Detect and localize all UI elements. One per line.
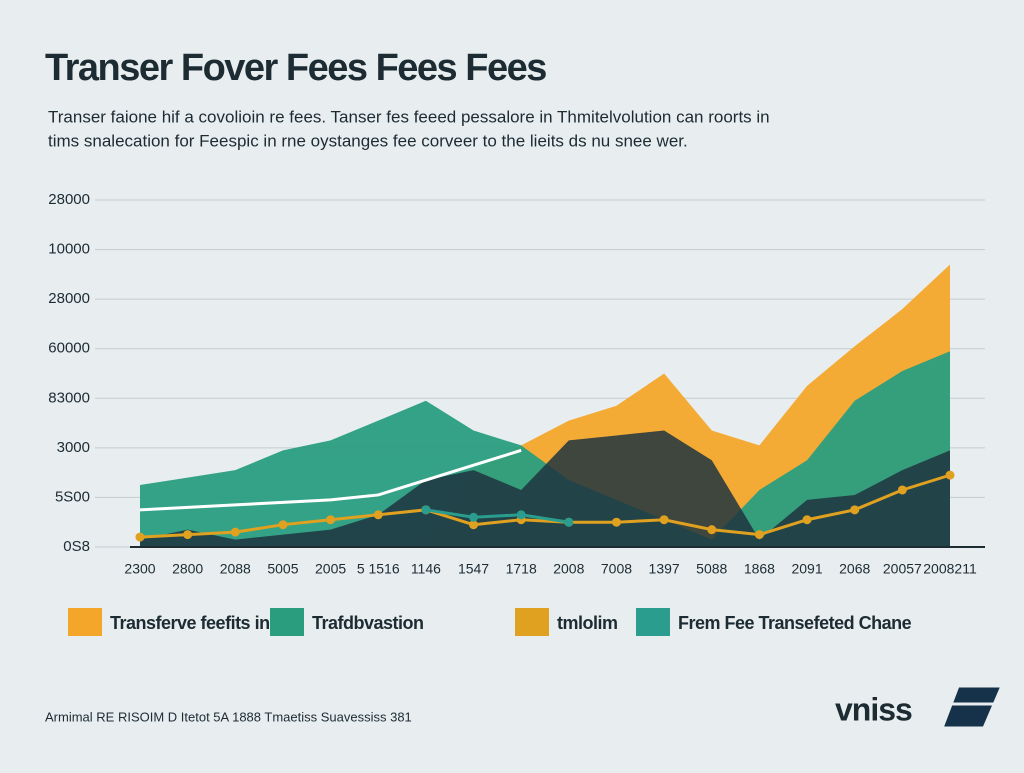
legend-label: Frem Fee Transefeted Chane [678,613,912,633]
x-tick-label: 1718 [506,561,537,577]
point [278,520,288,530]
point [611,517,621,527]
legend-label: tmlolim [557,613,618,633]
x-tick-label: 2005 [315,561,346,577]
y-tick-label: 83000 [48,389,90,406]
chart-title: Transer Fover Fees Fees Fees [45,47,546,89]
legend-label: Trafdbvastion [312,613,424,633]
legend-swatch [270,608,304,636]
x-tick-label: 1547 [458,561,489,577]
y-tick-label: 0S8 [63,538,90,555]
y-tick-label: 5S00 [55,488,90,505]
point [850,505,860,515]
y-tick-label: 3000 [57,439,90,456]
legend-swatch [68,608,102,636]
point [897,485,907,495]
x-tick-label: 5005 [267,561,298,577]
point [326,515,336,525]
x-tick-label: 5088 [696,561,727,577]
point [659,515,669,525]
point [469,512,479,522]
point [516,510,526,520]
x-tick-label: 2068 [839,561,870,577]
logo-icon [939,684,1005,730]
x-tick-label: 2800 [172,561,203,577]
point [135,532,145,542]
subtitle: tims snalecation for Feespic in rne oyst… [48,131,688,150]
x-tick-label: 1868 [744,561,775,577]
footer: Armimal RE RISOIM D Itetot 5A 1888 Tmaet… [45,709,412,724]
point [802,515,812,525]
point [183,530,193,540]
line [139,473,951,539]
point [373,510,383,520]
area [140,264,950,547]
y-tick-label: 60000 [48,340,90,357]
point [469,520,479,530]
legend-label: Transferve feefits in [110,613,270,633]
point [945,470,955,480]
x-tick-label: 5 1516 [357,561,400,577]
point [421,505,431,515]
x-tick-label: 20057 [883,561,922,577]
subtitle: Transer faione hif a covolioin re fees. … [48,107,770,126]
point [230,527,240,537]
y-tick-label: 28000 [48,191,90,208]
legend-swatch [636,608,670,636]
point [754,530,764,540]
x-tick-label: 2008211 [923,561,977,577]
x-tick-label: 7008 [601,561,632,577]
x-tick-label: 1397 [649,561,680,577]
legend-swatch [515,608,549,636]
point [707,525,717,535]
line [139,448,522,512]
logo: vniss [835,691,912,727]
x-tick-label: 2088 [220,561,251,577]
x-tick-label: 2091 [791,561,822,577]
x-tick-label: 1146 [411,561,441,577]
area [140,430,950,547]
point [564,517,574,527]
y-tick-label: 28000 [48,290,90,307]
x-tick-label: 2300 [124,561,155,577]
y-tick-label: 10000 [48,241,90,258]
x-tick-label: 2008 [553,561,584,577]
line [425,508,570,524]
